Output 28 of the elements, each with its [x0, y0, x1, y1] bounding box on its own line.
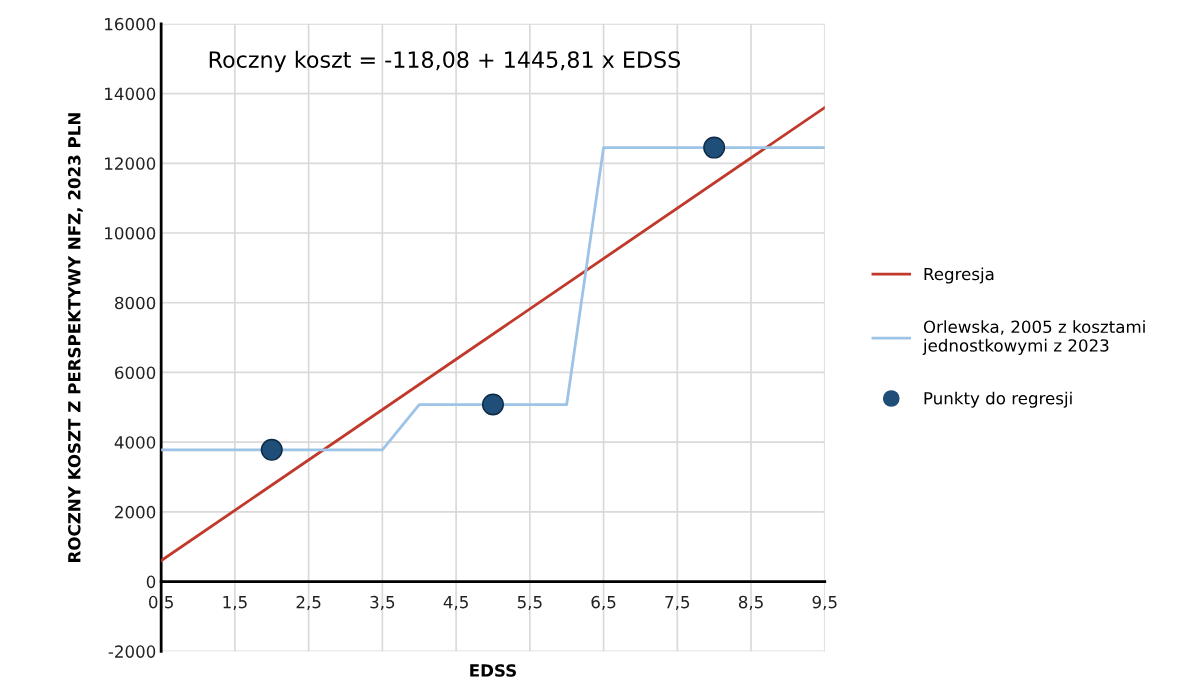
legend-label: Orlewska, 2005 z kosztami jednostkowymi z 2023 — [922, 320, 1145, 355]
point — [703, 136, 726, 159]
y-axis-title: ROCZNY KOSZT Z PERSPEKTYWY NFZ, 2023 PLN — [68, 113, 83, 562]
x-axis-title: EDSS — [470, 664, 516, 677]
y-tick-label: 4000 — [114, 436, 156, 449]
x-tick-label: 4,5 — [443, 596, 468, 611]
x-tick-label: 9,5 — [812, 595, 837, 611]
y-tick-label: 8000 — [115, 296, 156, 310]
y-tick-label: -2000 — [108, 645, 156, 658]
x-tick-label: 5,5 — [517, 596, 542, 611]
y-tick-label: 14000 — [105, 87, 156, 101]
annotation: Roczny koszt = -118,08 + 1445,81 x EDSS — [209, 50, 681, 73]
y-tick-label: 12000 — [105, 157, 156, 170]
y-tick-label: 16000 — [105, 17, 156, 31]
point — [260, 438, 283, 461]
legend-label: Punkty do regresji — [924, 391, 1072, 408]
y-tick-label: 0 — [146, 575, 156, 589]
point — [481, 393, 504, 416]
x-tick-label: 3,5 — [370, 595, 395, 611]
y-tick-label: 10000 — [105, 226, 156, 240]
y-tick-label: 6000 — [115, 366, 156, 380]
x-tick-label: 8,5 — [738, 595, 763, 611]
x-tick-label: 7,5 — [665, 596, 690, 611]
legend-label: Regresja — [924, 267, 994, 284]
x-tick-label: 1,5 — [223, 596, 247, 611]
y-tick-label: 2000 — [115, 505, 156, 519]
x-tick-label: 6,5 — [591, 595, 616, 611]
x-tick-label: 2,5 — [296, 595, 321, 611]
